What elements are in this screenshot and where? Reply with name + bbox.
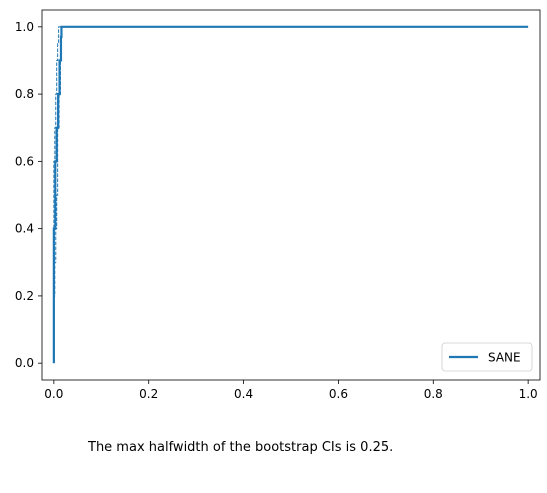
axes xyxy=(41,9,541,381)
x-tick-label: 1.0 xyxy=(519,387,538,401)
roc-chart: 0.0 0.2 0.4 0.6 0.8 1.0 0.0 0.2 0.4 0.6 0.8 1.0 SA… xyxy=(15,9,541,401)
x-tick-label: 0.2 xyxy=(139,387,158,401)
x-tick-label: 0.4 xyxy=(234,387,253,401)
y-tick-label: 0.4 xyxy=(15,222,34,236)
x-axis-ticks: 0.0 0.2 0.4 0.6 0.8 1.0 xyxy=(44,380,538,401)
legend-label: SANE xyxy=(488,351,521,365)
ci-bound-line-1 xyxy=(53,26,62,364)
x-tick-label: 0.8 xyxy=(424,387,443,401)
x-tick-label: 0.0 xyxy=(44,387,63,401)
x-tick-label: 0.6 xyxy=(329,387,348,401)
y-tick-label: 0.0 xyxy=(15,356,34,370)
curves xyxy=(52,25,529,364)
ci-bound-line-2 xyxy=(53,26,62,364)
plot-frame xyxy=(41,9,541,381)
y-axis-ticks: 0.0 0.2 0.4 0.6 0.8 1.0 xyxy=(15,20,42,370)
y-tick-label: 0.6 xyxy=(15,154,34,168)
y-tick-label: 0.2 xyxy=(15,289,34,303)
y-tick-label: 0.8 xyxy=(15,87,34,101)
y-tick-label: 1.0 xyxy=(15,20,34,34)
plot-area xyxy=(42,10,540,380)
legend: SANE xyxy=(441,342,533,372)
series-line-sane xyxy=(52,25,529,364)
legend-box xyxy=(441,342,533,372)
ci-caption: The max halfwidth of the bootstrap CIs i… xyxy=(88,440,394,455)
